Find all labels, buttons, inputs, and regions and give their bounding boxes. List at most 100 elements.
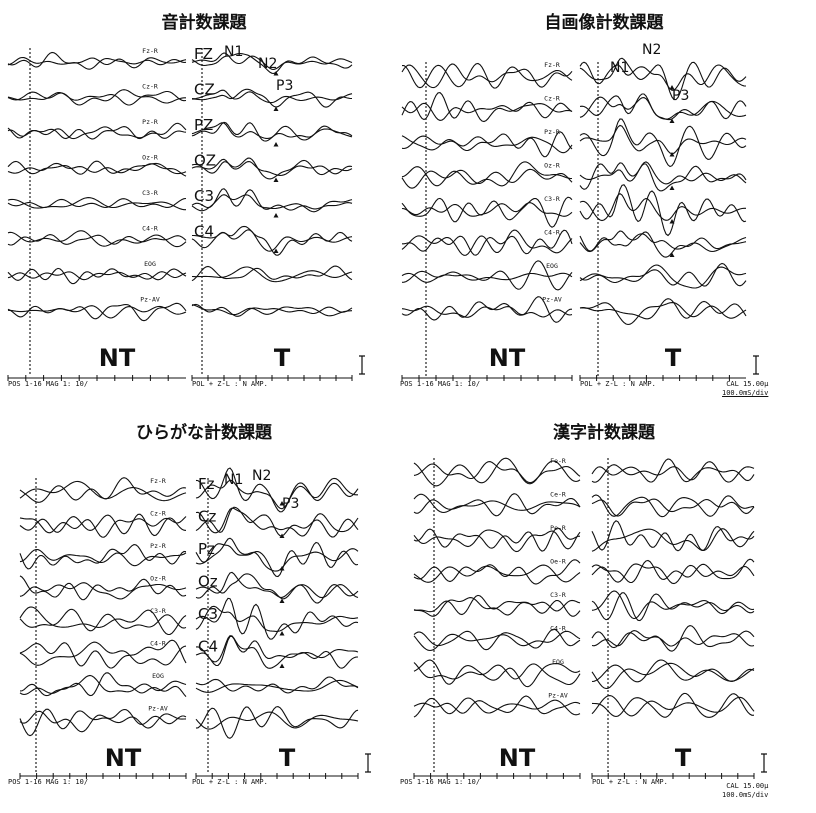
panel-hiragana-count: ひらがな計数課題 Fz-R Fz Cz-R Cz Pz-R Pz Oz-R Oz C3-R C3 C…	[0, 410, 408, 810]
nt-trace	[7, 56, 187, 69]
t-trace	[591, 625, 755, 652]
t-trace	[195, 537, 359, 572]
condition-label-t: T	[274, 344, 291, 372]
nt-trace	[7, 267, 187, 285]
footer-right: POL + Z-L : N AMP.	[592, 778, 668, 786]
panel-tone-count: 音計数課題 Fz-R FZ Cz-R CZ Pz-R PZ Oz-R OZ C3-R C3 C4-R…	[0, 0, 408, 400]
channel-label: Pz-AV	[140, 296, 160, 304]
calibration-amplitude: CAL 15.00μ	[726, 782, 769, 790]
nt-trace	[19, 477, 187, 503]
condition-label-nt: NT	[105, 744, 142, 772]
nt-trace	[19, 641, 187, 666]
nt-trace	[19, 708, 187, 737]
t-trace	[579, 264, 747, 289]
nt-trace	[401, 301, 573, 321]
panel-self-portrait-count: 自画像計数課題 Fz-R Cz-R Pz-R Oz-R C3-R C4-R EOG Pz-AV…	[400, 0, 808, 400]
panel-title: ひらがな計数課題	[136, 423, 272, 443]
t-trace	[191, 89, 353, 104]
t-trace	[191, 52, 353, 74]
t-trace	[195, 676, 359, 694]
component-label-p3: P3	[276, 78, 293, 94]
t-trace	[579, 61, 747, 91]
channel-label: EOG	[552, 658, 564, 666]
nt-trace	[401, 131, 573, 158]
t-trace	[195, 467, 359, 513]
t-trace	[591, 563, 755, 585]
component-label-n1: N1	[224, 472, 243, 488]
footer-left: POS 1-16 MAG 1: 10/	[400, 380, 481, 388]
nt-trace	[413, 659, 581, 688]
nt-trace	[413, 564, 581, 583]
t-trace	[579, 57, 747, 101]
nt-trace	[413, 628, 581, 651]
p3-marker	[669, 85, 675, 90]
nt-trace	[7, 160, 187, 177]
component-label-n1: N1	[224, 44, 243, 60]
t-trace	[195, 507, 359, 537]
t-trace	[191, 303, 353, 317]
channel-label: Pz-AV	[148, 705, 168, 713]
p3-marker	[279, 663, 285, 668]
channel-label: Fz-R	[142, 47, 158, 55]
t-trace	[591, 692, 755, 718]
condition-label-nt: NT	[99, 344, 136, 372]
condition-label-t: T	[279, 744, 296, 772]
condition-label-nt: NT	[499, 744, 536, 772]
nt-trace	[413, 527, 581, 552]
eeg-plot-self-portrait: Fz-R Cz-R Pz-R Oz-R C3-R C4-R EOG Pz-AV N1 N2 P3 NT…	[401, 42, 759, 381]
p3-marker	[273, 106, 279, 111]
channel-label: Cz-R	[142, 83, 158, 91]
t-trace	[195, 541, 359, 578]
nt-trace	[413, 461, 581, 484]
nt-trace	[19, 544, 187, 570]
t-trace	[191, 194, 353, 213]
channel-label: Pz-R	[142, 118, 158, 126]
t-trace	[579, 184, 747, 237]
nt-trace	[401, 92, 573, 123]
nt-trace	[401, 135, 573, 154]
component-label-n2: N2	[258, 56, 277, 72]
t-trace	[195, 477, 358, 510]
component-label-n1: N1	[610, 60, 629, 76]
channel-label: Pz-R	[150, 542, 166, 550]
nt-trace	[19, 582, 187, 600]
channel-label: Cz-R	[544, 95, 560, 103]
t-trace	[591, 695, 755, 717]
channel-label: Oz-R	[142, 154, 158, 162]
t-trace	[591, 461, 755, 483]
panel-kanji-count: 漢字計数課題 Fe-R Ce-R Pe-R Oe-R C3-R C4-R EOG Pz-AV N…	[400, 410, 808, 810]
p3-marker	[273, 248, 279, 253]
nt-trace	[413, 457, 581, 487]
t-trace	[191, 266, 353, 283]
t-trace	[579, 93, 747, 121]
t-trace	[579, 262, 747, 287]
p3-marker	[279, 501, 285, 506]
calibration-amplitude: CAL 15.00μ	[726, 380, 769, 388]
channel-label: Fz-R	[150, 477, 166, 485]
t-trace	[579, 161, 747, 185]
t-trace	[591, 590, 755, 620]
t-trace	[191, 188, 353, 211]
nt-trace	[7, 51, 187, 70]
footer-right: POL + Z-L : N AMP.	[192, 778, 268, 786]
nt-trace	[401, 63, 573, 89]
channel-label: C4-R	[150, 640, 166, 648]
t-trace	[191, 225, 353, 256]
channel-label: Fz-R	[544, 61, 560, 69]
nt-trace	[413, 559, 581, 585]
nt-trace	[19, 672, 187, 697]
amplitude-scale-bar	[359, 355, 365, 375]
electrode-label: CZ	[194, 81, 215, 99]
t-trace	[579, 96, 747, 120]
t-trace	[195, 706, 359, 739]
nt-trace	[19, 548, 187, 567]
channel-label: Oe-R	[550, 558, 566, 566]
nt-trace	[413, 597, 581, 617]
component-label-p3: P3	[282, 496, 299, 512]
panel-title: 自画像計数課題	[544, 13, 664, 33]
p3-marker	[273, 142, 279, 147]
nt-trace	[7, 162, 187, 175]
channel-label: Pz-AV	[542, 296, 562, 304]
t-trace	[579, 124, 747, 155]
